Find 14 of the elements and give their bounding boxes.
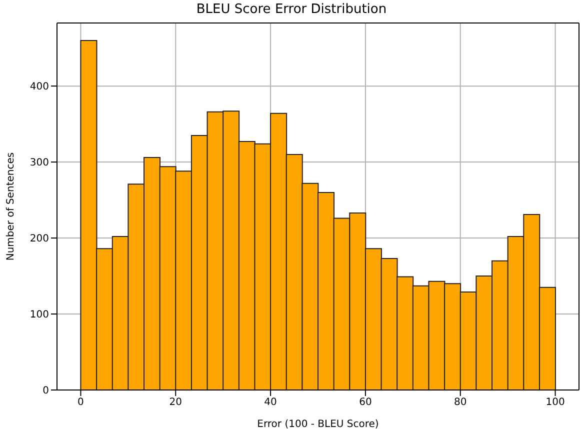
x-tick-label: 0 [78, 397, 84, 408]
x-tick-label: 80 [454, 397, 467, 408]
y-tick-label: 200 [30, 234, 49, 245]
chart-title: BLEU Score Error Distribution [195, 1, 388, 19]
x-tick-label: 20 [169, 397, 182, 408]
y-tick-label: 100 [30, 310, 49, 321]
x-tick-label: 100 [546, 397, 565, 408]
y-tick-label: 300 [30, 158, 49, 169]
y-tick-label: 0 [42, 386, 49, 397]
x-axis-title: Error (100 - BLEU Score) [257, 419, 379, 429]
x-tick-label: 60 [359, 397, 372, 408]
y-tick-label: 400 [30, 82, 49, 93]
y-axis-title: Number of Sentences [6, 152, 17, 261]
x-tick-label: 40 [264, 397, 277, 408]
